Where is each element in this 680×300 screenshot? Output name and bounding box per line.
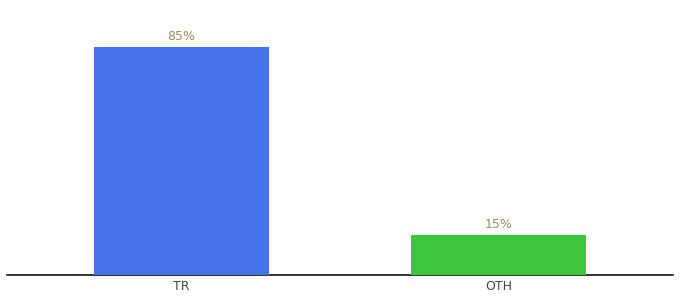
Text: 85%: 85%: [167, 30, 195, 43]
Text: 15%: 15%: [485, 218, 513, 231]
Bar: [94, 47, 269, 275]
Bar: [411, 235, 586, 275]
